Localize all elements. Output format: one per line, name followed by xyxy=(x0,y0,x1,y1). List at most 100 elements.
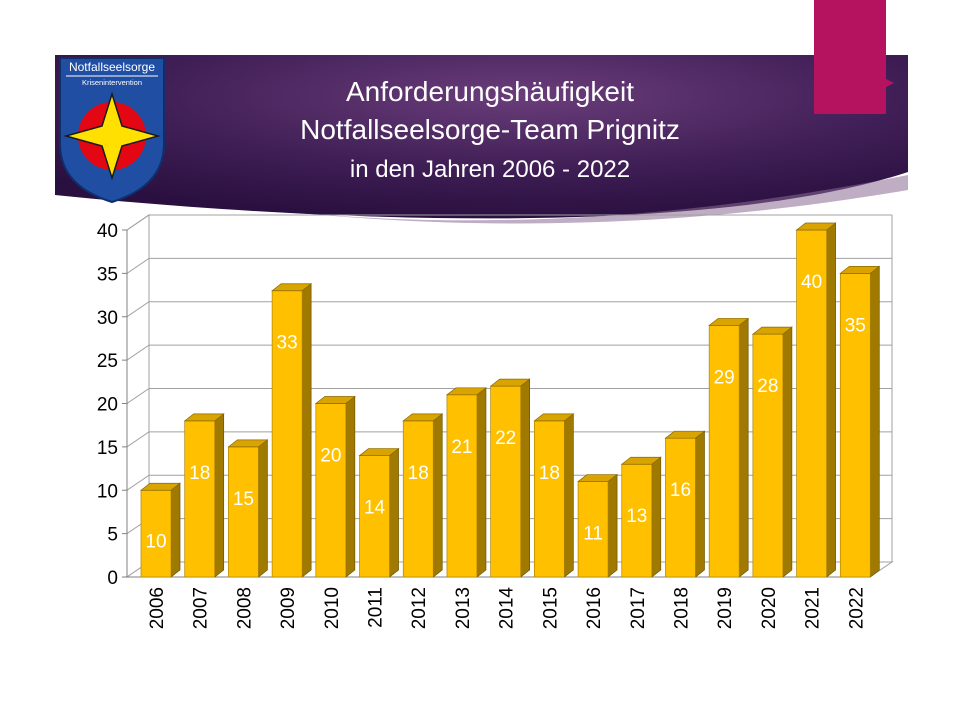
bar-front xyxy=(796,229,827,578)
bar: 18 xyxy=(533,413,575,578)
gridline xyxy=(126,388,892,404)
x-tick-label: 2020 xyxy=(759,587,780,629)
bar-side xyxy=(214,413,225,578)
bar-side xyxy=(301,283,312,578)
bar-front xyxy=(140,489,172,578)
data-label: 16 xyxy=(670,480,691,501)
data-label: 18 xyxy=(189,463,210,484)
data-label: 18 xyxy=(408,463,429,484)
bar: 15 xyxy=(227,439,269,578)
bar: 35 xyxy=(839,265,881,578)
gridline xyxy=(126,301,892,318)
bars: 10 18 15 33 20 14 18 21 22 18 11 13 16 29 28 40 35 xyxy=(139,222,881,578)
bar-side xyxy=(607,473,618,578)
bar-top xyxy=(577,474,619,482)
chart-title-line-3: in den Jahren 2006 - 2022 xyxy=(349,156,631,183)
bar-side xyxy=(389,447,399,578)
bar-top xyxy=(358,448,400,456)
bar: 13 xyxy=(620,456,662,578)
bar-front xyxy=(577,481,609,578)
bar-front xyxy=(402,420,434,578)
bar-front xyxy=(446,394,478,578)
bar: 21 xyxy=(445,387,487,578)
y-tick-label: 25 xyxy=(97,351,118,372)
data-label: 18 xyxy=(539,463,560,484)
data-label: 28 xyxy=(757,376,778,397)
bar: 20 xyxy=(314,395,356,578)
bar-side xyxy=(869,265,880,578)
x-tick-label: 2015 xyxy=(540,587,561,629)
bar-front xyxy=(359,455,390,578)
x-tick-label: 2014 xyxy=(497,587,518,630)
bar-front xyxy=(839,273,871,578)
bar-front xyxy=(315,403,347,578)
data-label: 13 xyxy=(626,506,647,527)
bar: 10 xyxy=(139,482,182,578)
bar-side xyxy=(345,395,356,578)
chart-title-line-2: Notfallseelsorge-Team Prignitz xyxy=(300,114,680,145)
x-tick-label: 2016 xyxy=(584,587,605,629)
x-tick-label: 2008 xyxy=(234,587,255,629)
bar-side xyxy=(170,482,181,578)
bar: 16 xyxy=(664,430,706,578)
bar-front xyxy=(271,290,303,578)
bar-top xyxy=(445,387,487,396)
bar: 14 xyxy=(358,447,400,578)
bar-front xyxy=(708,325,740,578)
bar-top xyxy=(620,456,662,465)
bar: 28 xyxy=(751,326,793,578)
bar-top xyxy=(795,222,837,231)
data-label: 35 xyxy=(845,315,866,336)
bar-top xyxy=(708,318,750,326)
x-tick-label: 2007 xyxy=(191,587,212,629)
x-tick-label: 2010 xyxy=(322,587,343,629)
data-label: 40 xyxy=(801,272,822,293)
bar-top xyxy=(751,326,793,335)
y-tick-label: 30 xyxy=(97,308,118,329)
data-label: 20 xyxy=(320,446,341,467)
x-tick-label: 2019 xyxy=(715,587,736,629)
data-label: 22 xyxy=(495,428,516,449)
bar-top xyxy=(227,439,269,448)
y-tick-label: 20 xyxy=(97,395,118,416)
bar-front xyxy=(184,420,216,578)
x-tick-label: 2018 xyxy=(671,587,692,629)
gridline xyxy=(126,344,892,361)
gridline xyxy=(126,214,892,231)
bar-side xyxy=(520,378,530,578)
bar-front xyxy=(490,385,521,578)
data-label: 14 xyxy=(364,498,386,519)
bar-side xyxy=(826,222,836,578)
bar-side xyxy=(564,413,574,578)
bar-top xyxy=(139,482,182,491)
title-banner xyxy=(55,0,908,224)
bar: 40 xyxy=(795,222,837,578)
data-label: 10 xyxy=(145,532,166,553)
x-tick-label: 2017 xyxy=(628,587,649,629)
bar-front xyxy=(665,437,696,578)
chart-title-line-1: Anforderungshäufigkeit xyxy=(346,76,634,107)
bar-side xyxy=(432,413,443,578)
data-label: 11 xyxy=(583,524,603,545)
data-label: 21 xyxy=(451,437,472,458)
y-tick-label: 5 xyxy=(107,525,118,546)
bar-top xyxy=(402,413,444,422)
y-tick-label: 10 xyxy=(97,481,118,502)
bar-top xyxy=(183,413,225,422)
bar-top xyxy=(664,430,706,439)
bar-top xyxy=(839,266,881,274)
bar-top xyxy=(271,283,313,292)
bar-top xyxy=(314,396,356,404)
y-tick-label: 0 xyxy=(107,568,118,589)
bar: 33 xyxy=(271,283,313,578)
y-tick-label: 40 xyxy=(97,221,118,242)
x-tick-label: 2006 xyxy=(147,587,168,629)
x-tick-label: 2009 xyxy=(278,587,299,629)
bar: 11 xyxy=(577,473,619,578)
y-tick-label: 15 xyxy=(97,438,118,459)
bar-front xyxy=(621,463,653,578)
bar-front xyxy=(228,446,259,578)
bar: 18 xyxy=(402,413,444,578)
gridlines xyxy=(126,214,892,535)
